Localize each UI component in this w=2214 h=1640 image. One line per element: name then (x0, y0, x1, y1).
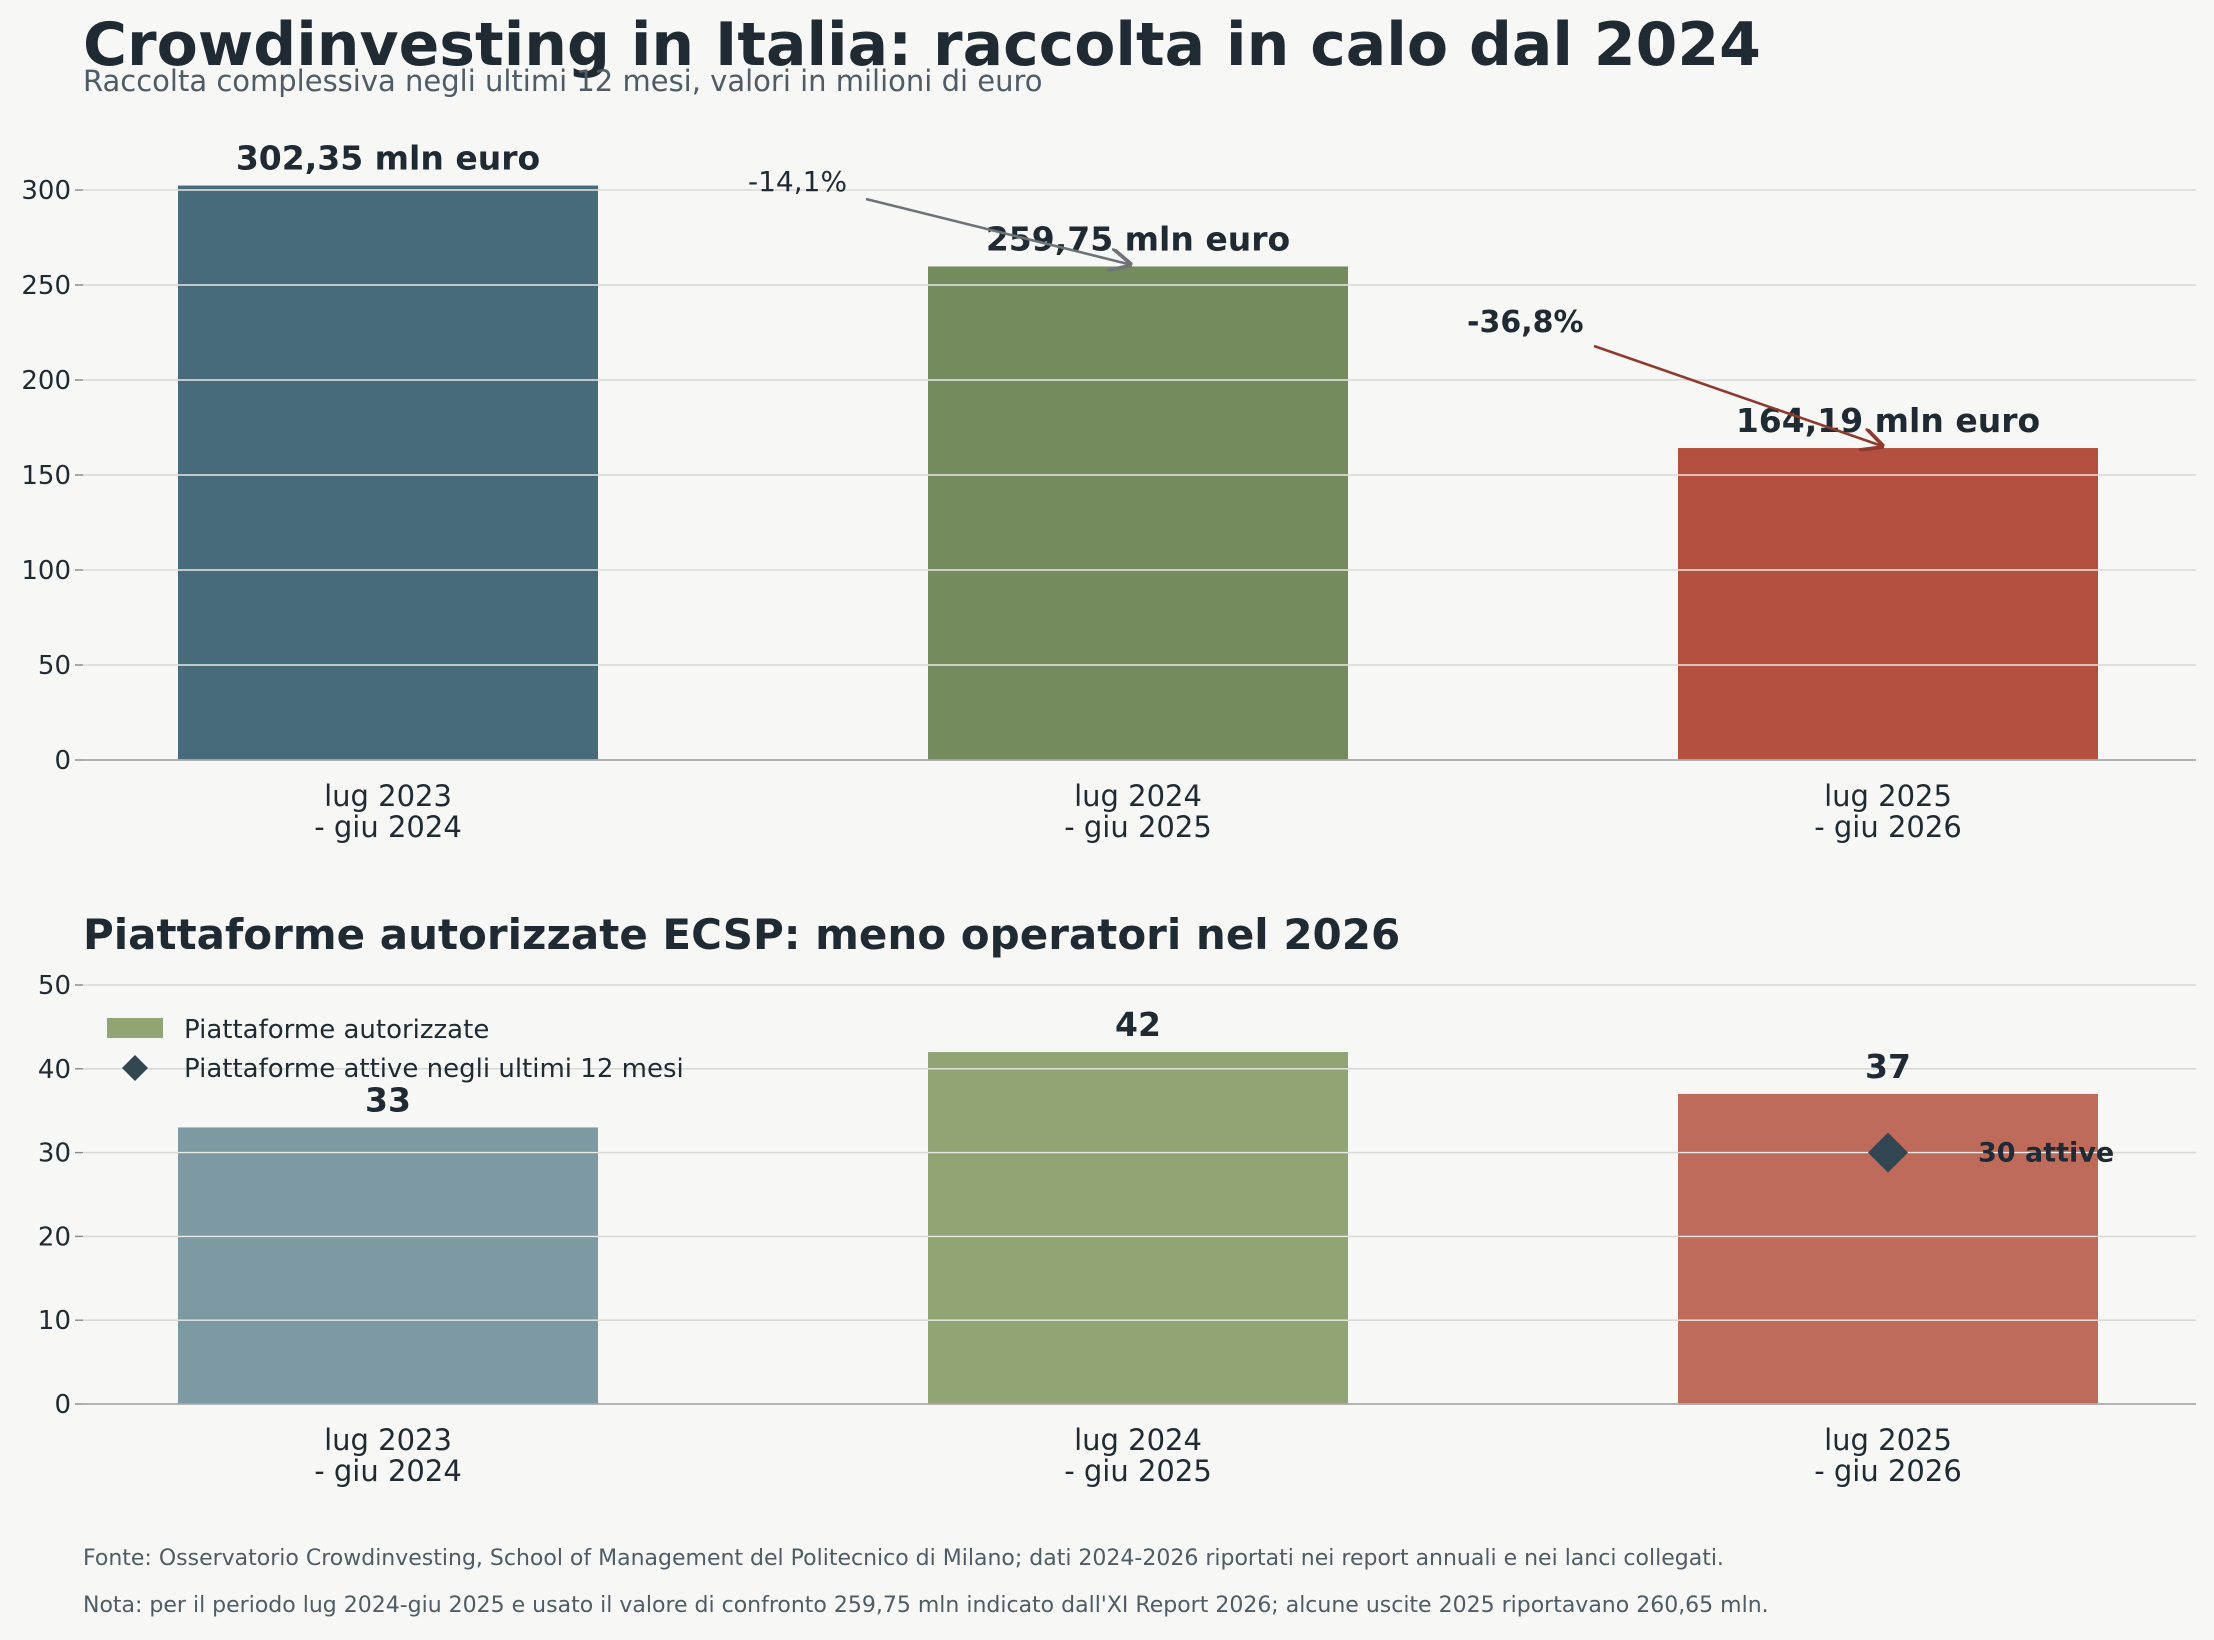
y-tick-label: 300 (21, 176, 71, 206)
point-label: 30 attive (1978, 1138, 2114, 1169)
x-tick-label: lug 2024- giu 2025 (1064, 779, 1212, 844)
bar (178, 1127, 598, 1404)
y-tick-label: 0 (54, 746, 71, 776)
x-tick-label: lug 2023- giu 2024 (314, 779, 462, 844)
y-tick-label: 150 (21, 461, 71, 491)
bar-value-label: 33 (365, 1080, 411, 1119)
bar (928, 266, 1348, 760)
annotation-arrow (865, 197, 1130, 264)
chart-piattaforme: 0 10 20 30 40 50 33 42 37 30 attive lug 2023- giu … (38, 971, 2196, 1488)
y-tick-label: 10 (38, 1306, 71, 1336)
legend-swatch-bar (107, 1018, 163, 1038)
page-subtitle: Raccolta complessiva negli ultimi 12 mes… (83, 64, 1043, 98)
bar-value-label: 37 (1865, 1047, 1911, 1086)
legend-label: Piattaforme autorizzate (184, 1015, 489, 1045)
legend-swatch-diamond (122, 1055, 148, 1081)
annotation-arrow (1593, 344, 1882, 446)
x-tick-label: lug 2024- giu 2025 (1064, 1423, 1212, 1488)
y-tick-label: 40 (38, 1055, 71, 1085)
page-title: Crowdinvesting in Italia: raccolta in ca… (83, 10, 1761, 80)
annotation-label: -36,8% (1467, 305, 1584, 340)
legend: Piattaforme autorizzate Piattaforme attiv… (107, 1015, 684, 1084)
bar-value-label: 259,75 mln euro (986, 219, 1290, 258)
bar-value-label: 164,19 mln euro (1736, 401, 2040, 440)
footnote-note: Nota: per il periodo lug 2024-giu 2025 e… (83, 1593, 1769, 1618)
y-tick-label: 50 (38, 651, 71, 681)
y-tick-label: 100 (21, 556, 71, 586)
bar (178, 185, 598, 760)
diamond-marker (1868, 1132, 1908, 1173)
y-tick-label: 20 (38, 1222, 71, 1252)
bar-value-label: 42 (1115, 1005, 1161, 1044)
x-tick-label: lug 2025- giu 2026 (1814, 779, 1962, 844)
footnote-source: Fonte: Osservatorio Crowdinvesting, Scho… (83, 1546, 1724, 1571)
x-tick-label: lug 2025- giu 2026 (1814, 1423, 1962, 1488)
y-tick-label: 250 (21, 271, 71, 301)
y-tick-label: 0 (54, 1390, 71, 1420)
chart-2-title: Piattaforme autorizzate ECSP: meno opera… (83, 910, 1401, 959)
y-tick-label: 30 (38, 1139, 71, 1169)
legend-label: Piattaforme attive negli ultimi 12 mesi (184, 1054, 684, 1084)
y-tick-label: 50 (38, 971, 71, 1001)
bar (928, 1052, 1348, 1404)
x-tick-label: lug 2023- giu 2024 (314, 1423, 462, 1488)
bar (1678, 448, 2098, 760)
y-tick-label: 200 (21, 366, 71, 396)
chart-raccolta: 0 50 100 150 200 250 300 302,35 mln euro 259,75 … (21, 139, 2196, 844)
bar-value-label: 302,35 mln euro (236, 139, 540, 178)
annotation-label: -14,1% (748, 165, 847, 198)
